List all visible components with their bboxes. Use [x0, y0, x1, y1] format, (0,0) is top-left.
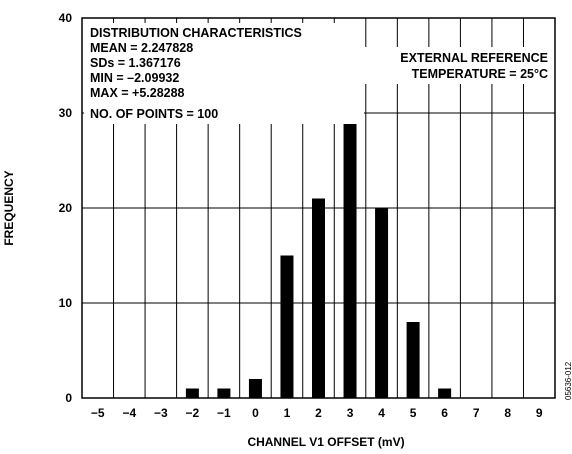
x-tick-label: 6: [441, 406, 448, 420]
x-tick-label: −2: [186, 406, 200, 420]
x-tick-label: 5: [410, 406, 417, 420]
stats-box-background: [84, 23, 364, 124]
y-tick-label: 10: [59, 296, 73, 310]
x-tick-label: 0: [252, 406, 259, 420]
condition-reference: EXTERNAL REFERENCE: [400, 51, 548, 65]
condition-temperature: TEMPERATURE = 25°C: [412, 67, 548, 81]
x-axis-title: CHANNEL V1 OFFSET (mV): [247, 435, 404, 449]
bar: [375, 208, 389, 398]
y-tick-label: 30: [59, 106, 73, 120]
x-tick-label: 1: [284, 406, 291, 420]
conditions-box: EXTERNAL REFERENCE TEMPERATURE = 25°C: [365, 47, 552, 84]
plot-frame: [81, 17, 556, 399]
x-tick-label: 4: [378, 406, 385, 420]
stats-line-points: NO. OF POINTS = 100: [90, 107, 218, 121]
y-tick-labels: 0 10 20 30 40: [59, 11, 73, 405]
bars: [185, 103, 452, 398]
x-tick-label: 9: [536, 406, 543, 420]
bar: [217, 388, 231, 398]
bar: [406, 322, 420, 398]
x-tick-label: 8: [504, 406, 511, 420]
stats-line-sd: SDs = 1.367176: [90, 56, 181, 70]
bar: [280, 255, 294, 398]
bar: [312, 198, 325, 398]
y-tick-label: 40: [59, 11, 73, 25]
x-tick-label: −5: [91, 406, 105, 420]
stats-line-mean: MEAN = 2.247828: [90, 41, 193, 55]
x-tick-label: 7: [473, 406, 480, 420]
y-tick-label: 0: [65, 391, 72, 405]
bar: [185, 388, 199, 398]
bar: [438, 388, 452, 398]
conditions-box-background: [365, 47, 552, 84]
y-axis-title: FREQUENCY: [2, 170, 16, 245]
x-tick-label: −1: [217, 406, 231, 420]
figure-id: 05636-012: [564, 361, 572, 400]
bar: [248, 379, 262, 398]
x-tick-label: −3: [154, 406, 168, 420]
x-tick-label: 2: [315, 406, 322, 420]
stats-line-max: MAX = +5.28288: [90, 86, 185, 100]
x-tick-labels: −5 −4 −3 −2 −1 0 1 2 3 4 5 6 7 8 9: [91, 406, 543, 420]
x-tick-label: −4: [122, 406, 136, 420]
stats-line-min: MIN = –2.09932: [90, 71, 179, 85]
bar: [343, 103, 357, 398]
distribution-stats-box: DISTRIBUTION CHARACTERISTICS MEAN = 2.24…: [84, 23, 364, 124]
stats-line-title: DISTRIBUTION CHARACTERISTICS: [90, 26, 302, 40]
y-tick-label: 20: [59, 201, 73, 215]
x-tick-label: 3: [347, 406, 354, 420]
